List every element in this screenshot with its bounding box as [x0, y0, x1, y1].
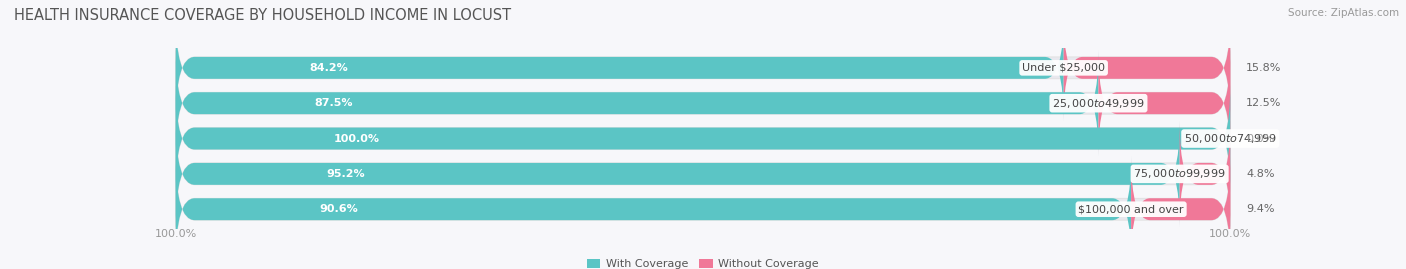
Text: 100.0%: 100.0% — [155, 229, 197, 239]
FancyBboxPatch shape — [176, 51, 1098, 156]
Legend: With Coverage, Without Coverage: With Coverage, Without Coverage — [582, 254, 824, 269]
Text: 84.2%: 84.2% — [309, 63, 347, 73]
FancyBboxPatch shape — [176, 121, 1230, 226]
Text: 100.0%: 100.0% — [335, 133, 380, 144]
Text: 9.4%: 9.4% — [1246, 204, 1275, 214]
Text: $25,000 to $49,999: $25,000 to $49,999 — [1052, 97, 1144, 110]
Text: 87.5%: 87.5% — [314, 98, 353, 108]
FancyBboxPatch shape — [1098, 51, 1230, 156]
Text: 90.6%: 90.6% — [319, 204, 357, 214]
FancyBboxPatch shape — [176, 86, 1230, 191]
Text: 0.0%: 0.0% — [1246, 133, 1274, 144]
FancyBboxPatch shape — [176, 15, 1064, 121]
FancyBboxPatch shape — [1064, 15, 1230, 121]
FancyBboxPatch shape — [176, 86, 1230, 191]
FancyBboxPatch shape — [176, 15, 1230, 121]
Text: $50,000 to $74,999: $50,000 to $74,999 — [1184, 132, 1277, 145]
FancyBboxPatch shape — [176, 121, 1180, 226]
Text: 12.5%: 12.5% — [1246, 98, 1281, 108]
Text: HEALTH INSURANCE COVERAGE BY HOUSEHOLD INCOME IN LOCUST: HEALTH INSURANCE COVERAGE BY HOUSEHOLD I… — [14, 8, 512, 23]
FancyBboxPatch shape — [1180, 121, 1230, 226]
Text: Under $25,000: Under $25,000 — [1022, 63, 1105, 73]
Text: 95.2%: 95.2% — [326, 169, 366, 179]
FancyBboxPatch shape — [176, 157, 1230, 262]
FancyBboxPatch shape — [176, 51, 1230, 156]
Text: $100,000 and over: $100,000 and over — [1078, 204, 1184, 214]
Text: 15.8%: 15.8% — [1246, 63, 1281, 73]
Text: 100.0%: 100.0% — [1209, 229, 1251, 239]
Text: 4.8%: 4.8% — [1246, 169, 1275, 179]
FancyBboxPatch shape — [176, 157, 1130, 262]
Text: Source: ZipAtlas.com: Source: ZipAtlas.com — [1288, 8, 1399, 18]
Text: $75,000 to $99,999: $75,000 to $99,999 — [1133, 167, 1226, 180]
FancyBboxPatch shape — [1130, 157, 1230, 262]
